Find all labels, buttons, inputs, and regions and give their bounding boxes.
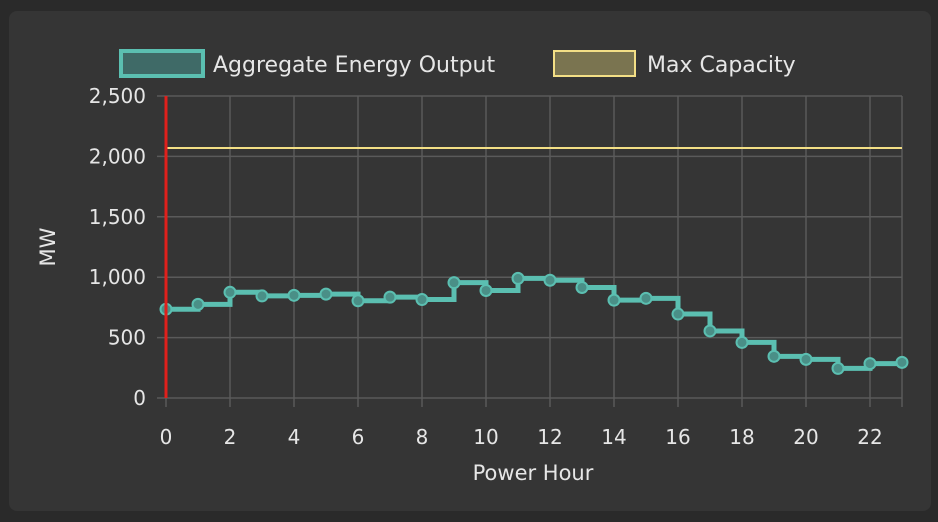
aggregate-output-point[interactable] xyxy=(639,291,653,305)
legend-swatch xyxy=(119,49,205,78)
aggregate-output-point[interactable] xyxy=(479,283,493,297)
aggregate-output-point[interactable] xyxy=(735,335,749,349)
x-tick-label: 12 xyxy=(537,425,562,449)
legend-label: Max Capacity xyxy=(647,53,796,78)
x-tick-label: 0 xyxy=(160,425,173,449)
x-tick-label: 14 xyxy=(601,425,626,449)
aggregate-output-point[interactable] xyxy=(447,276,461,290)
y-tick-label: 1,500 xyxy=(89,205,146,229)
aggregate-output-point[interactable] xyxy=(543,273,557,287)
aggregate-output-point[interactable] xyxy=(703,324,717,338)
aggregate-output-point[interactable] xyxy=(831,361,845,375)
aggregate-output-point[interactable] xyxy=(511,271,525,285)
axis-tick-labels: 0 2 4 6 8 10 12 14 16 18 20 22 0 500 1,000 1,500 2,000 2,… xyxy=(89,84,883,449)
y-tick-label: 1,000 xyxy=(89,265,146,289)
x-axis-title: Power Hour xyxy=(473,461,594,485)
aggregate-output-point[interactable] xyxy=(767,349,781,363)
y-tick-label: 2,500 xyxy=(89,84,146,108)
aggregate-output-point[interactable] xyxy=(607,293,621,307)
aggregate-output-line xyxy=(166,275,905,371)
series-layer xyxy=(159,96,909,398)
x-tick-label: 10 xyxy=(473,425,498,449)
x-tick-label: 22 xyxy=(857,425,882,449)
legend[interactable]: Aggregate Energy Output Max Capacity xyxy=(119,49,796,78)
x-tick-label: 20 xyxy=(793,425,818,449)
aggregate-output-point[interactable] xyxy=(383,290,397,304)
x-tick-label: 16 xyxy=(665,425,690,449)
x-tick-label: 4 xyxy=(288,425,301,449)
y-tick-label: 500 xyxy=(108,326,146,350)
y-axis-title: MW xyxy=(36,227,60,266)
aggregate-output-point[interactable] xyxy=(799,352,813,366)
aggregate-output-point[interactable] xyxy=(863,357,877,371)
aggregate-output-point[interactable] xyxy=(351,294,365,308)
aggregate-output-point[interactable] xyxy=(223,285,237,299)
grid xyxy=(157,95,903,407)
aggregate-output-point[interactable] xyxy=(191,297,205,311)
aggregate-output-point[interactable] xyxy=(671,307,685,321)
legend-item-max-capacity[interactable]: Max Capacity xyxy=(553,50,796,78)
aggregate-output-point[interactable] xyxy=(255,289,269,303)
chart-panel xyxy=(9,11,931,511)
x-tick-label: 2 xyxy=(224,425,237,449)
aggregate-output-point[interactable] xyxy=(319,287,333,301)
x-tick-label: 8 xyxy=(416,425,429,449)
legend-swatch xyxy=(553,50,636,77)
aggregate-output-point[interactable] xyxy=(287,288,301,302)
aggregate-output-point[interactable] xyxy=(895,355,909,369)
aggregate-output-point[interactable] xyxy=(575,280,589,294)
aggregate-output-point[interactable] xyxy=(415,293,429,307)
legend-item-aggregate-output[interactable]: Aggregate Energy Output xyxy=(119,49,495,78)
y-tick-label: 2,000 xyxy=(89,144,146,168)
x-tick-label: 6 xyxy=(352,425,365,449)
x-tick-label: 18 xyxy=(729,425,754,449)
legend-label: Aggregate Energy Output xyxy=(213,53,495,78)
y-tick-label: 0 xyxy=(133,386,146,410)
